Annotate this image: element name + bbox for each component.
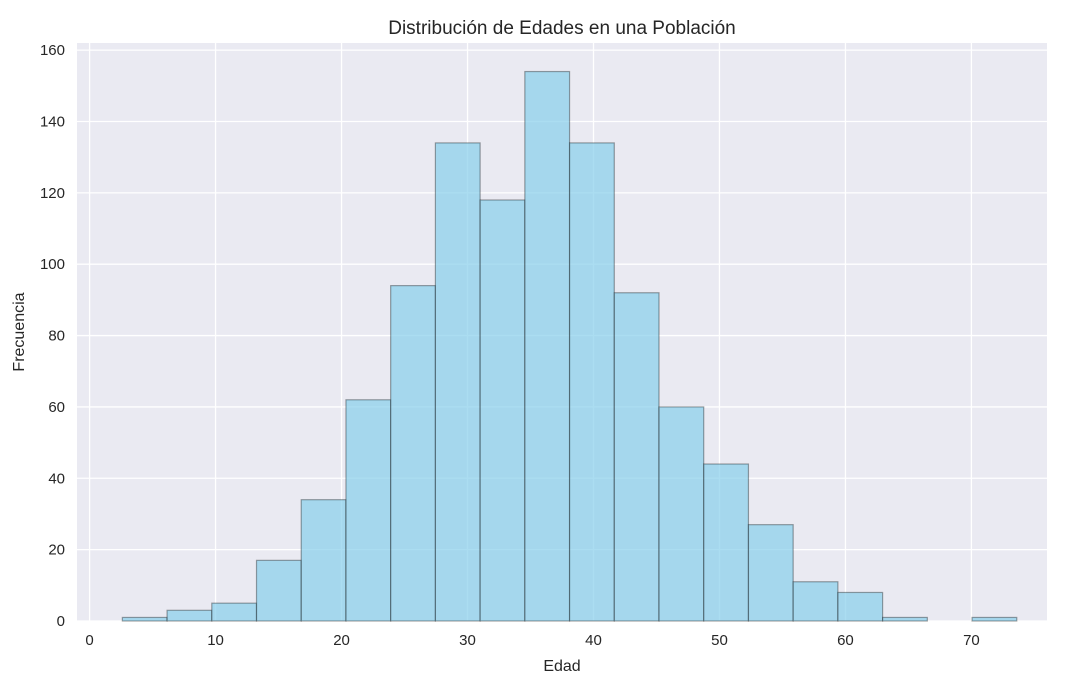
y-tick-label: 100	[40, 256, 65, 273]
histogram-bar	[166, 609, 213, 622]
y-tick-label: 20	[48, 542, 65, 559]
x-tick-label: 0	[85, 632, 93, 649]
y-axis-label: Frecuencia	[11, 292, 28, 371]
histogram-bar	[837, 591, 884, 622]
y-tick-label: 140	[40, 113, 65, 130]
histogram-bar	[434, 142, 481, 622]
histogram-bar	[479, 199, 526, 622]
x-tick-label: 10	[207, 632, 224, 649]
histogram-bar	[613, 292, 660, 622]
histogram-bar	[971, 616, 1018, 622]
histogram-bar	[568, 142, 615, 622]
x-tick-label: 60	[837, 632, 854, 649]
x-tick-label: 20	[333, 632, 350, 649]
y-tick-label: 0	[57, 613, 65, 630]
histogram-bar	[658, 406, 705, 622]
histogram-bar	[524, 70, 571, 622]
y-tick-label: 40	[48, 470, 65, 487]
bars	[121, 70, 1018, 622]
x-tick-label: 50	[711, 632, 728, 649]
x-tick-label: 30	[459, 632, 476, 649]
histogram-bar	[703, 463, 750, 622]
histogram-bar	[390, 285, 436, 622]
histogram-bar	[300, 499, 347, 622]
histogram-bar	[747, 524, 794, 622]
histogram-bar	[345, 399, 392, 622]
x-tick-label: 70	[963, 632, 980, 649]
histogram-bar	[882, 616, 928, 622]
tick-labels: 0 10 20 30 40 50 60 70 0 20 40 60 80 100 120 140 160	[40, 42, 980, 649]
histogram-bar	[121, 616, 168, 622]
y-tick-label: 60	[48, 399, 65, 416]
y-tick-label: 120	[40, 185, 65, 202]
chart-title: Distribución de Edades en una Población	[388, 18, 736, 39]
x-axis-label: Edad	[543, 658, 580, 675]
y-tick-label: 80	[48, 328, 65, 345]
histogram-bar	[211, 602, 258, 622]
histogram-bar	[255, 559, 302, 622]
x-tick-label: 40	[585, 632, 602, 649]
y-tick-label: 160	[40, 42, 65, 59]
histogram-bar	[792, 581, 839, 622]
